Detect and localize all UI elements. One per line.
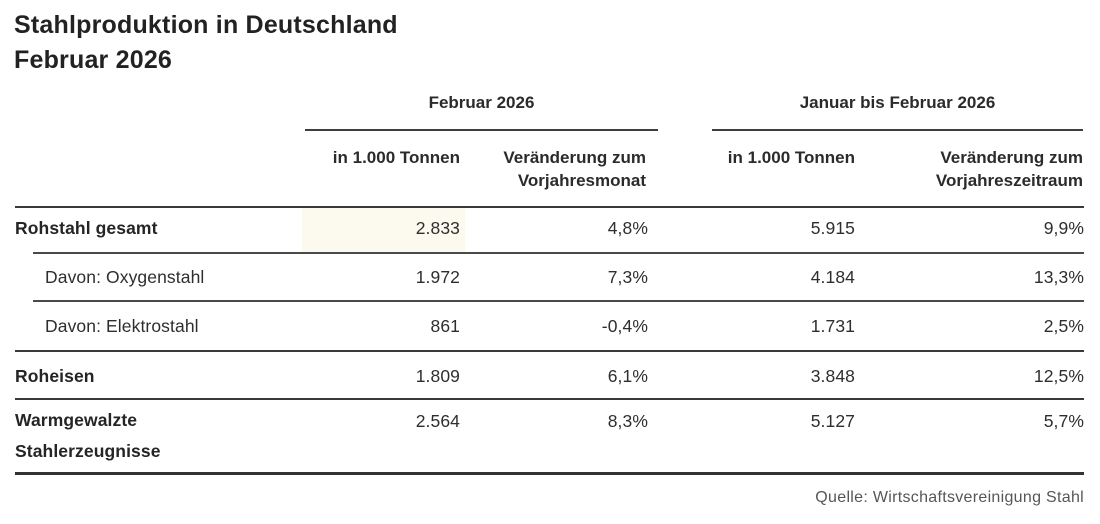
chart-title-line1: Stahlproduktion in Deutschland <box>14 11 398 39</box>
row-value-feb-tonnen: 861 <box>430 316 460 336</box>
column-group-februar-label: Februar 2026 <box>428 93 535 112</box>
table-row-elektrostahl: Davon: Elektrostahl 861 -0,4% 1.731 2,5% <box>15 300 1084 350</box>
table-row-roheisen: Roheisen 1.809 6,1% 3.848 12,5% <box>15 350 1084 398</box>
row-value-ytd-change: 12,5% <box>1033 366 1084 386</box>
row-value-feb-tonnen: 2.833 <box>415 218 460 238</box>
row-value-feb-tonnen: 2.564 <box>415 411 460 431</box>
row-label: Warmgewalzte Stahlerzeugnisse <box>15 410 161 461</box>
row-value-feb-change: 4,8% <box>607 218 648 238</box>
chart-title: Stahlproduktion in Deutschland Februar 2… <box>14 8 398 78</box>
row-value-feb-tonnen: 1.809 <box>415 366 460 386</box>
row-value-feb-change: 8,3% <box>607 411 648 431</box>
row-label: Roheisen <box>15 366 95 386</box>
source-credit: Quelle: Wirtschaftsvereinigung Stahl <box>815 489 1084 506</box>
row-value-ytd-tonnen: 3.848 <box>810 366 855 386</box>
row-value-ytd-change: 9,9% <box>1043 218 1084 238</box>
row-value-feb-change: 7,3% <box>607 267 648 287</box>
rule-below-headers <box>15 206 1084 208</box>
table-row-warmgewalzte-stahlerzeugnisse: Warmgewalzte Stahlerzeugnisse 2.564 8,3%… <box>15 398 1084 472</box>
rule-below-roheisen <box>15 398 1084 400</box>
column-group-januar-bis-februar: Januar bis Februar 2026 <box>712 93 1083 131</box>
row-value-ytd-tonnen: 4.184 <box>810 267 855 287</box>
table-row-oxygenstahl: Davon: Oxygenstahl 1.972 7,3% 4.184 13,3… <box>15 252 1084 300</box>
column-header-ytd-tonnen: in 1.000 Tonnen <box>727 148 855 167</box>
column-header-ytd-veraenderung: Veränderung zum Vorjahreszeitraum <box>935 148 1083 190</box>
chart-title-line2: Februar 2026 <box>14 46 173 74</box>
row-value-ytd-change: 2,5% <box>1043 316 1084 336</box>
rule-below-oxygenstahl <box>33 300 1084 302</box>
row-value-ytd-tonnen: 5.915 <box>810 218 855 238</box>
row-value-feb-change: -0,4% <box>601 316 648 336</box>
row-label: Rohstahl gesamt <box>15 218 158 238</box>
row-value-ytd-tonnen: 1.731 <box>810 316 855 336</box>
highlighted-cell-background <box>302 208 465 252</box>
row-value-feb-tonnen: 1.972 <box>415 267 460 287</box>
table-row-rohstahl-gesamt: Rohstahl gesamt 2.833 4,8% 5.915 9,9% <box>15 207 1084 252</box>
column-group-januar-bis-februar-label: Januar bis Februar 2026 <box>799 93 996 112</box>
row-value-ytd-tonnen: 5.127 <box>810 411 855 431</box>
column-group-februar: Februar 2026 <box>305 93 658 131</box>
rule-below-rohstahl <box>33 252 1084 254</box>
rule-below-elektrostahl <box>15 350 1084 352</box>
row-label: Davon: Oxygenstahl <box>45 267 205 287</box>
row-label: Davon: Elektrostahl <box>45 316 199 336</box>
column-header-feb-veraenderung: Veränderung zum Vorjahresmonat <box>503 148 646 190</box>
column-header-feb-tonnen: in 1.000 Tonnen <box>332 148 460 167</box>
row-value-ytd-change: 13,3% <box>1033 267 1084 287</box>
row-value-feb-change: 6,1% <box>607 366 648 386</box>
row-value-ytd-change: 5,7% <box>1043 411 1084 431</box>
rule-table-bottom <box>15 472 1084 475</box>
